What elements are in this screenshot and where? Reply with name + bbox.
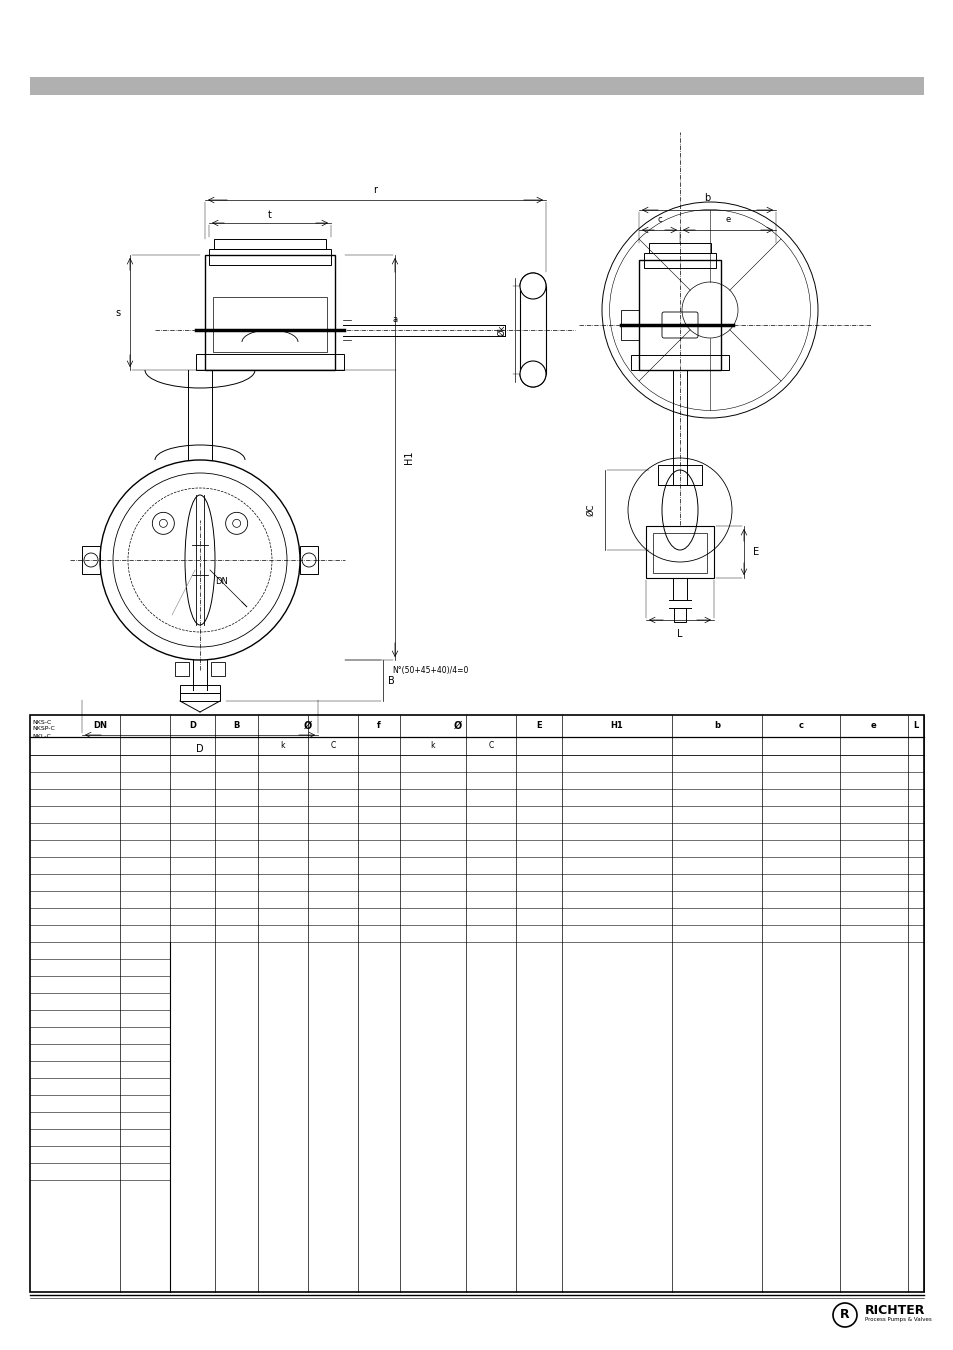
Ellipse shape — [519, 273, 545, 298]
Bar — [174, 662, 189, 676]
Bar — [652, 533, 706, 572]
Bar — [205, 255, 335, 370]
Text: B: B — [233, 721, 239, 730]
Bar — [648, 243, 710, 252]
Text: DN: DN — [215, 578, 228, 586]
Text: c: c — [798, 721, 802, 730]
Text: L: L — [912, 721, 918, 730]
Text: NKSP-C: NKSP-C — [32, 726, 55, 732]
Text: R: R — [840, 1308, 849, 1322]
Bar — [30, 716, 923, 1292]
Bar — [645, 526, 713, 578]
Text: e: e — [724, 216, 730, 224]
Bar — [82, 545, 100, 574]
Bar — [213, 239, 326, 248]
Text: b: b — [703, 193, 710, 202]
Bar — [180, 684, 220, 693]
Bar — [658, 464, 701, 485]
Bar — [180, 693, 220, 701]
Bar — [213, 297, 327, 352]
Text: Ø: Ø — [304, 721, 312, 730]
Bar — [620, 310, 639, 340]
Text: E: E — [536, 721, 541, 730]
Bar — [643, 252, 716, 269]
Text: e: e — [870, 721, 876, 730]
Text: b: b — [713, 721, 720, 730]
Bar — [299, 545, 317, 574]
Bar — [639, 261, 720, 370]
Ellipse shape — [519, 360, 545, 387]
Text: NKS-C: NKS-C — [32, 720, 51, 725]
Text: C: C — [330, 741, 335, 751]
Text: c: c — [657, 216, 661, 224]
Bar — [211, 662, 225, 676]
Bar — [630, 355, 728, 370]
Text: k: k — [431, 741, 435, 751]
Text: DN: DN — [92, 721, 107, 730]
Text: RICHTER: RICHTER — [864, 1304, 924, 1316]
Text: B: B — [387, 675, 394, 686]
Text: N°(50+45+40)/4=0: N°(50+45+40)/4=0 — [392, 666, 468, 675]
Text: NKL-C: NKL-C — [32, 733, 51, 738]
Text: f: f — [376, 721, 380, 730]
Text: t: t — [268, 211, 272, 220]
Text: k: k — [280, 741, 285, 751]
Text: a: a — [392, 316, 397, 324]
Text: C: C — [488, 741, 493, 751]
Bar — [673, 608, 685, 622]
Bar — [30, 77, 923, 95]
Text: Process Pumps & Valves: Process Pumps & Valves — [864, 1318, 931, 1323]
Text: H1: H1 — [610, 721, 622, 730]
Text: D: D — [196, 744, 204, 755]
Text: Øk: Øk — [497, 324, 506, 336]
Text: ØC: ØC — [586, 504, 595, 516]
Bar — [195, 354, 344, 370]
Bar — [519, 286, 545, 374]
Text: Ø: Ø — [454, 721, 461, 730]
Text: H1: H1 — [403, 451, 414, 464]
Text: r: r — [374, 185, 377, 194]
Bar — [209, 248, 331, 265]
Text: L: L — [677, 629, 682, 639]
Text: s: s — [115, 308, 120, 317]
Text: D: D — [189, 721, 195, 730]
Text: E: E — [752, 547, 759, 558]
